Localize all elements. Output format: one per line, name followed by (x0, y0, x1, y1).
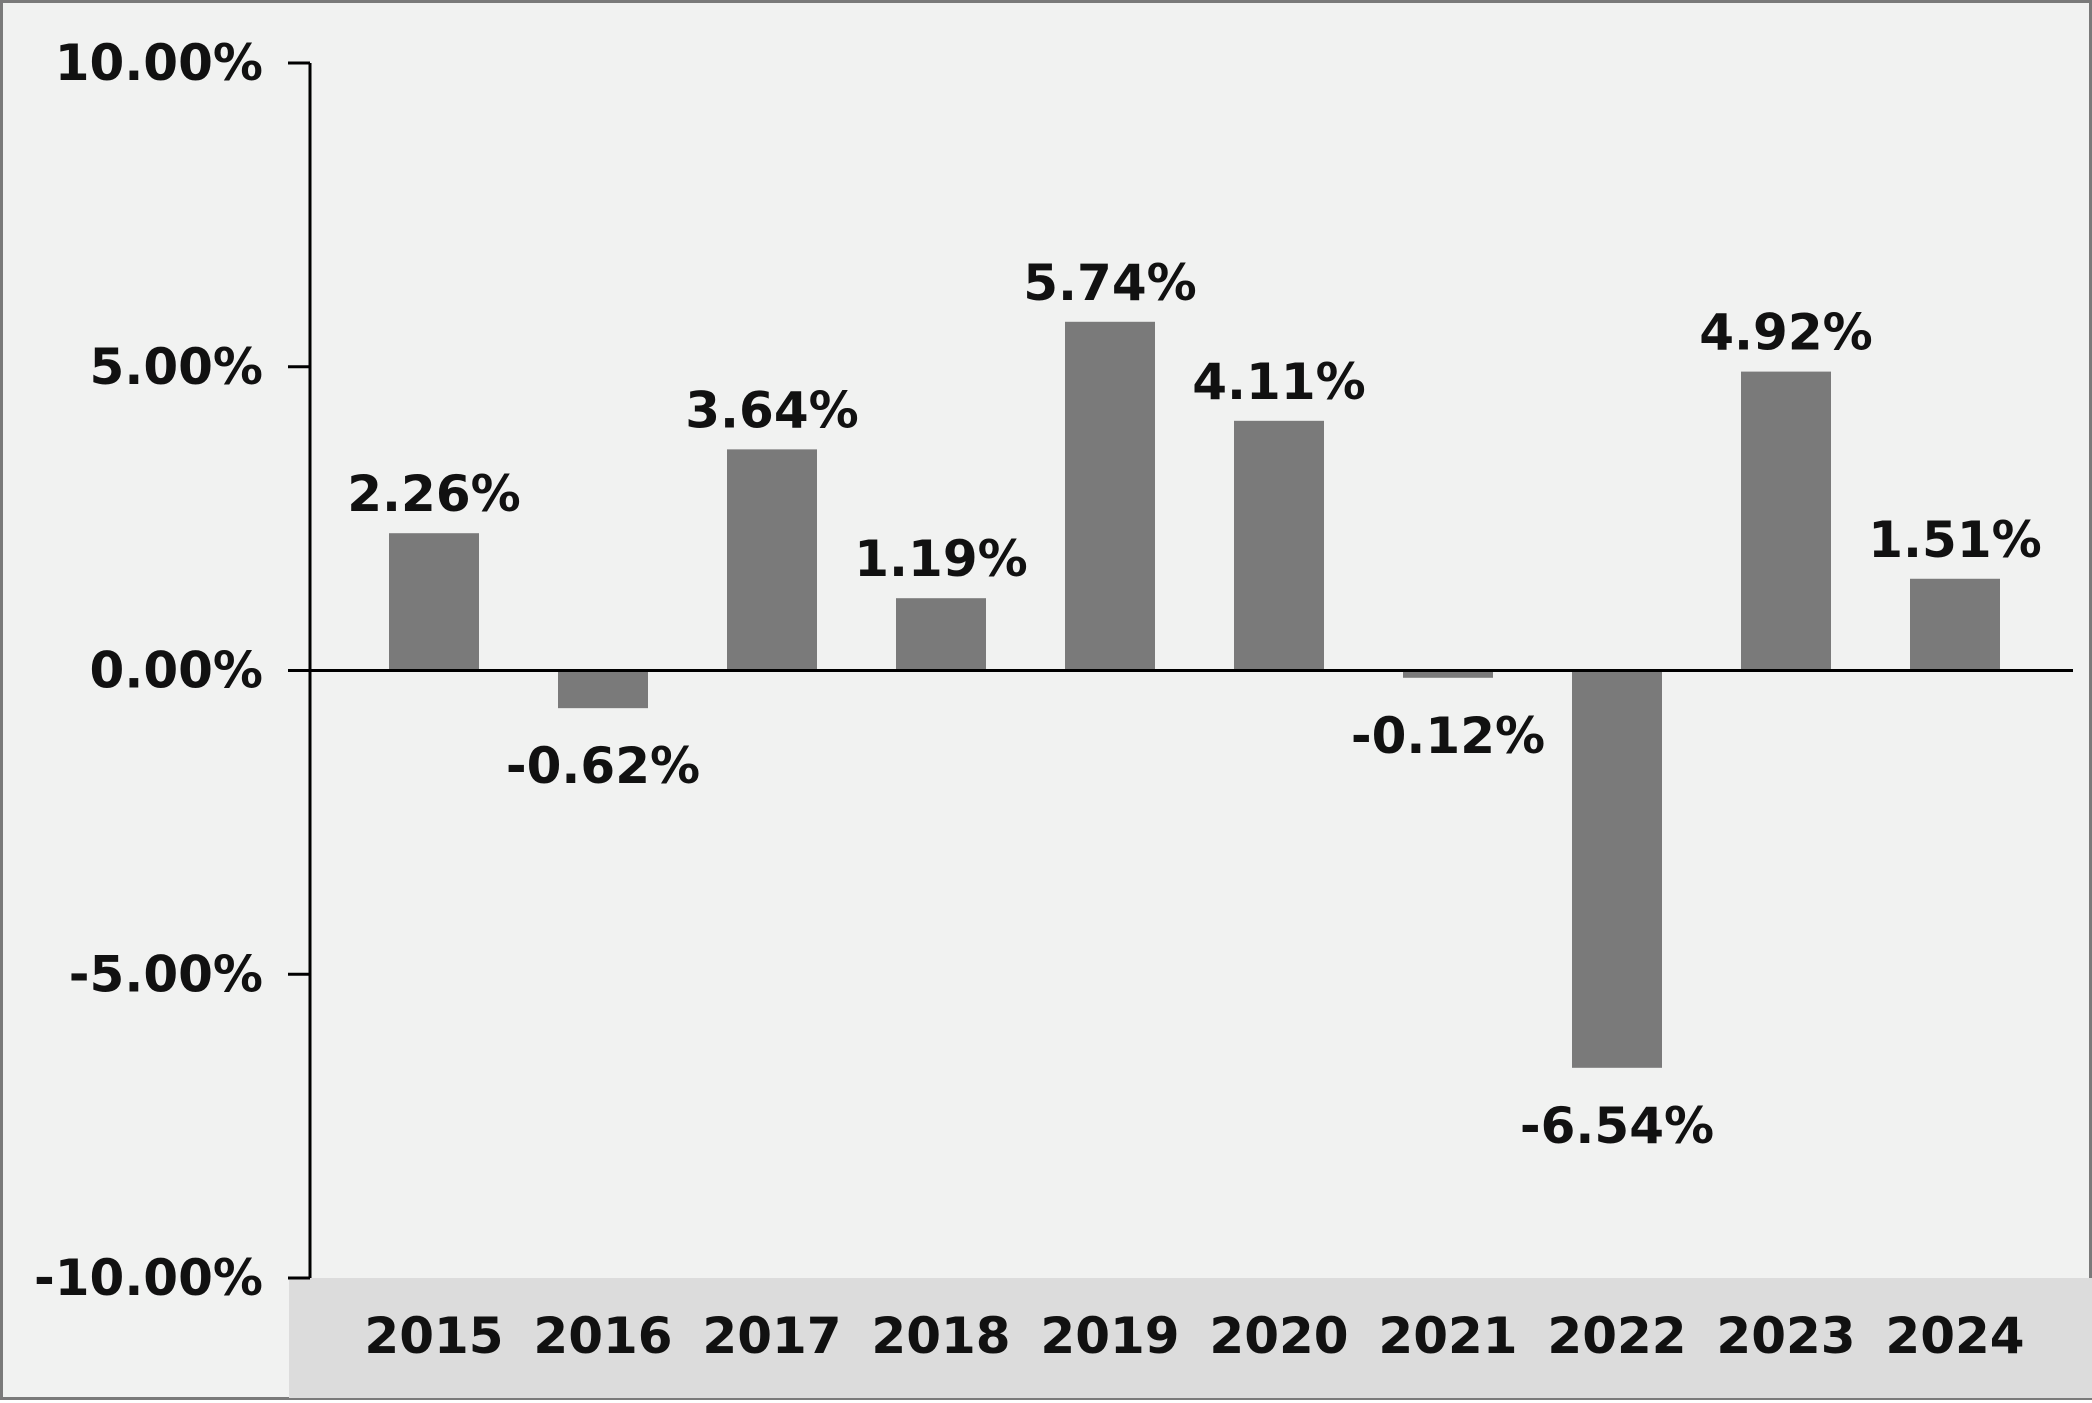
x-tick-label-2022: 2022 (1547, 1307, 1686, 1365)
data-label-2016: -0.62% (506, 737, 700, 795)
data-label-2015: 2.26% (347, 465, 520, 523)
data-label-2022: -6.54% (1520, 1097, 1714, 1155)
x-tick-label-2024: 2024 (1885, 1307, 2024, 1365)
x-tick-label-2017: 2017 (702, 1307, 841, 1365)
data-label-2024: 1.51% (1868, 511, 2041, 569)
bar-2018 (896, 598, 986, 671)
bar-2023 (1741, 371, 1831, 671)
bar-2017 (727, 449, 817, 671)
bar-chart: 10.00% 5.00% 0.00% -5.00% -10.00% 2.26% 2015 -0… (34, 34, 2092, 1398)
x-tick-label-2015: 2015 (364, 1307, 503, 1365)
x-tick-label-2021: 2021 (1378, 1307, 1517, 1365)
x-tick-label-2019: 2019 (1040, 1307, 1179, 1365)
y-tick-label: 5.00% (90, 338, 263, 396)
bar-2020 (1234, 420, 1324, 671)
data-label-2017: 3.64% (685, 381, 858, 439)
x-tick-label-2016: 2016 (533, 1307, 672, 1365)
x-tick-label-2020: 2020 (1209, 1307, 1348, 1365)
bar-2016 (558, 670, 648, 709)
data-label-2019: 5.74% (1023, 254, 1196, 312)
data-label-2020: 4.11% (1192, 353, 1365, 411)
y-tick-label: -10.00% (34, 1249, 263, 1307)
bar-2021 (1403, 670, 1493, 678)
y-tick-label: 10.00% (55, 34, 263, 92)
data-label-2023: 4.92% (1699, 304, 1872, 362)
y-tick-label: 0.00% (90, 642, 263, 700)
category-axis-band (289, 1278, 2092, 1398)
bar-2019 (1065, 321, 1155, 671)
x-tick-label-2023: 2023 (1716, 1307, 1855, 1365)
bar-2024 (1910, 578, 2000, 671)
bar-2015 (389, 533, 479, 671)
data-label-2021: -0.12% (1351, 707, 1545, 765)
x-tick-label-2018: 2018 (871, 1307, 1010, 1365)
data-label-2018: 1.19% (854, 530, 1027, 588)
bar-2022 (1572, 670, 1662, 1068)
y-tick-label: -5.00% (69, 945, 263, 1003)
